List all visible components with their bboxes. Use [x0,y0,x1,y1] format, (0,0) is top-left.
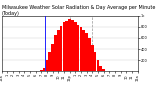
Bar [88,38,91,71]
Bar [54,35,57,71]
Bar [82,30,85,71]
Text: Milwaukee Weather Solar Radiation & Day Average per Minute (Today): Milwaukee Weather Solar Radiation & Day … [2,5,155,16]
Bar [85,33,88,71]
Bar [71,20,74,71]
Bar [43,68,45,71]
Bar [57,30,60,71]
Bar [68,19,71,71]
Bar [94,52,96,71]
Bar [65,21,68,71]
Bar [97,60,99,71]
Bar [46,60,48,71]
Bar [48,52,51,71]
Bar [60,26,62,71]
Bar [91,45,94,71]
Bar [100,66,102,71]
Bar [40,70,43,71]
Bar [63,22,65,71]
Bar [80,27,82,71]
Bar [51,44,54,71]
Bar [102,69,105,71]
Bar [77,25,79,71]
Bar [74,22,77,71]
